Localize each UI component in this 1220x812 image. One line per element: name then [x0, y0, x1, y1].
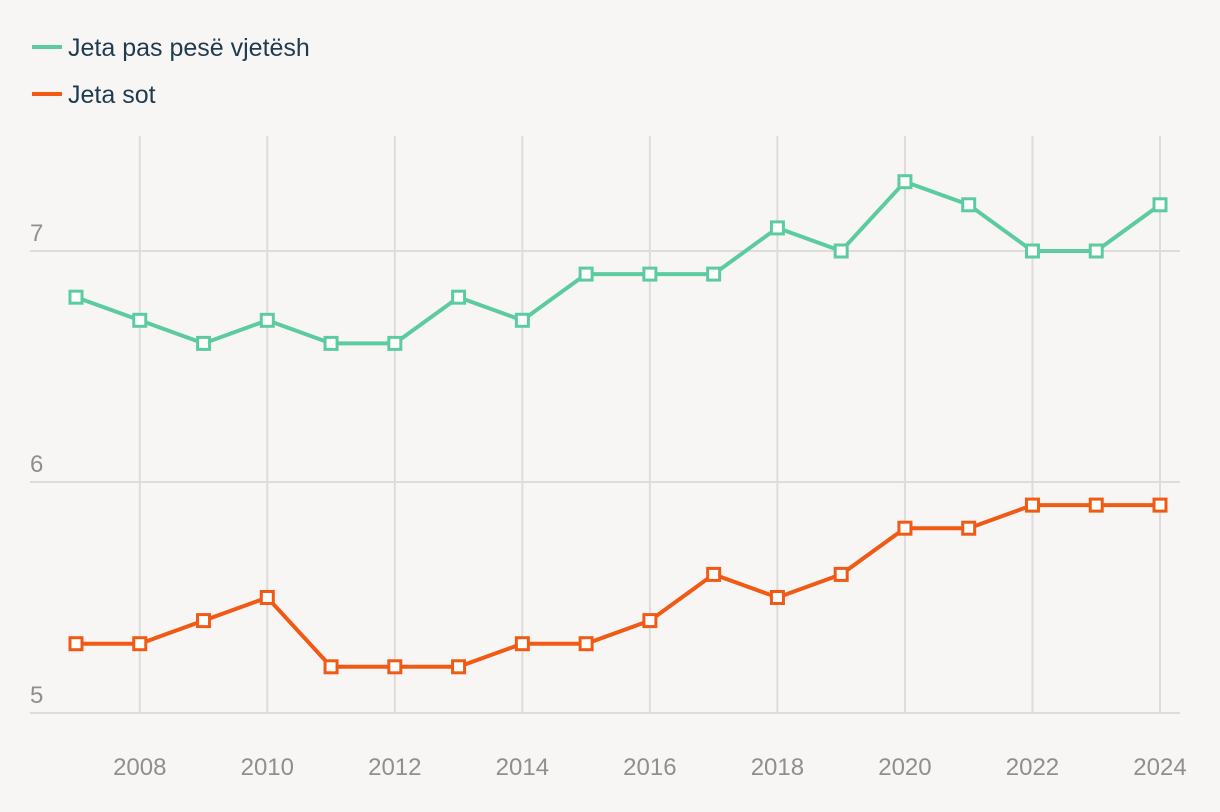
gridlines: [30, 136, 1180, 714]
data-point-1-2010: [259, 590, 275, 605]
x-tick-label-2012: 2012: [368, 754, 421, 781]
data-point-1-2014: [514, 636, 530, 652]
data-point-1-2017: [706, 566, 722, 582]
data-point-0-2023: [1088, 243, 1104, 259]
legend-label-future-life: Jeta pas pesë vjetësh: [68, 34, 310, 62]
data-point-1-2019: [833, 566, 849, 582]
data-point-0-2009: [196, 335, 212, 351]
data-point-0-2021: [961, 197, 977, 213]
data-point-1-2015: [578, 636, 594, 652]
x-tick-label-2010: 2010: [241, 754, 294, 781]
axis-tick-labels: 2008 2010 2012 2014 2016 2018 2020 2022 2024 5 6 7: [30, 220, 1187, 781]
series-line-0: [75, 179, 1162, 346]
data-point-0-2015: [578, 266, 594, 282]
data-point-1-2011: [323, 659, 339, 675]
x-tick-label-2008: 2008: [113, 754, 166, 781]
data-point-1-2024: [1152, 497, 1168, 513]
data-point-0-2016: [642, 266, 658, 282]
data-point-0-2022: [1024, 243, 1040, 259]
series-0: [68, 174, 1168, 351]
data-point-0-2024: [1152, 197, 1168, 213]
data-point-1-2018: [769, 590, 785, 605]
x-tick-label-2014: 2014: [496, 754, 549, 781]
data-point-0-2020: [897, 174, 913, 190]
data-point-0-2017: [706, 266, 722, 282]
y-tick-label-7: 7: [30, 220, 43, 247]
data-point-1-2012: [387, 659, 403, 675]
data-point-0-2014: [514, 312, 530, 328]
chart-legend: Jeta pas pesë vjetësh Jeta sot: [32, 34, 310, 109]
x-tick-label-2024: 2024: [1133, 754, 1186, 781]
x-tick-label-2022: 2022: [1006, 754, 1059, 781]
data-point-0-2007: [68, 289, 84, 305]
data-series: [68, 174, 1168, 675]
data-point-1-2020: [897, 520, 913, 536]
data-point-0-2010: [259, 312, 275, 328]
data-point-0-2018: [769, 220, 785, 236]
y-tick-label-6: 6: [30, 451, 43, 478]
data-point-1-2021: [961, 520, 977, 536]
x-tick-label-2018: 2018: [751, 754, 804, 781]
data-point-0-2013: [451, 289, 467, 305]
data-point-0-2011: [323, 335, 339, 351]
y-tick-label-5: 5: [30, 682, 43, 709]
data-point-0-2019: [833, 243, 849, 259]
data-point-1-2023: [1088, 497, 1104, 513]
legend-label-life-today: Jeta sot: [68, 81, 156, 109]
series-line-1: [76, 503, 1160, 669]
data-point-1-2007: [68, 636, 84, 652]
data-point-1-2016: [642, 613, 658, 629]
x-tick-label-2016: 2016: [623, 754, 676, 781]
data-point-1-2022: [1024, 497, 1040, 513]
data-point-0-2012: [387, 335, 403, 351]
data-point-1-2013: [451, 659, 467, 675]
data-point-1-2009: [196, 613, 212, 629]
data-point-1-2008: [132, 636, 148, 652]
series-1: [68, 497, 1168, 675]
x-tick-label-2020: 2020: [878, 754, 931, 781]
data-point-0-2008: [132, 312, 148, 328]
